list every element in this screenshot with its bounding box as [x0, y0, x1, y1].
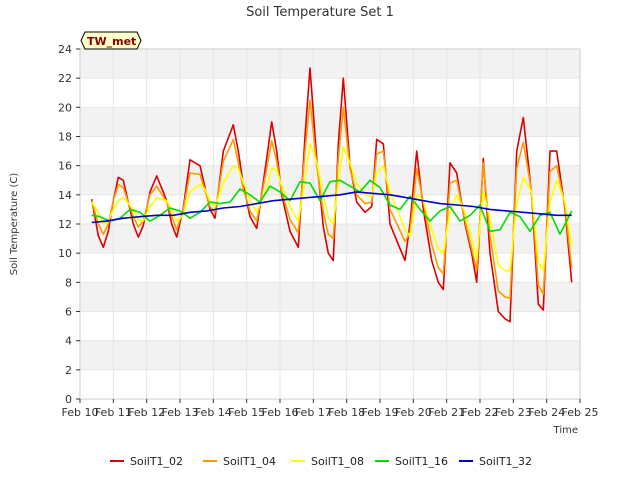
- legend-label-soilt1_04: SoilT1_04: [223, 455, 276, 468]
- legend-label-soilt1_16: SoilT1_16: [395, 455, 448, 468]
- y-tick-label: 6: [65, 306, 72, 319]
- x-tick-label: Feb 24: [528, 406, 565, 419]
- y-tick-label: 12: [58, 218, 72, 231]
- plot-band: [80, 165, 580, 195]
- x-tick-label: Feb 12: [128, 406, 165, 419]
- legend-label-soilt1_02: SoilT1_02: [130, 455, 183, 468]
- x-tick-label: Feb 10: [62, 406, 99, 419]
- legend-label-soilt1_08: SoilT1_08: [311, 455, 364, 468]
- plot-band: [80, 49, 580, 79]
- x-tick-label: Feb 25: [562, 406, 599, 419]
- x-tick-label: Feb 14: [195, 406, 232, 419]
- x-tick-label: Feb 19: [362, 406, 399, 419]
- x-tick-label: Feb 11: [95, 406, 132, 419]
- plot-background-bands: [80, 49, 580, 399]
- x-tick-label: Feb 21: [428, 406, 465, 419]
- x-tick-label: Feb 23: [495, 406, 532, 419]
- y-tick-label: 4: [65, 335, 72, 348]
- x-tick-label: Feb 20: [395, 406, 432, 419]
- badge-label: TW_met: [87, 35, 136, 48]
- plot-band: [80, 340, 580, 370]
- legend: SoilT1_02 SoilT1_04 SoilT1_08 SoilT1_16 Soil…: [110, 455, 532, 468]
- badge-shape: [80, 31, 142, 50]
- y-axis-label: Soil Temperature (C): [9, 173, 20, 276]
- y-tick-label: 20: [58, 101, 72, 114]
- x-tick-label: Feb 13: [162, 406, 199, 419]
- y-tick-label: 2: [65, 364, 72, 377]
- series-line-soilt1_32: [91, 191, 572, 224]
- y-tick-label: 24: [58, 43, 72, 56]
- plot-band: [80, 369, 580, 399]
- x-tick-label: Feb 22: [462, 406, 499, 419]
- plot-band: [80, 311, 580, 341]
- plot-band: [80, 78, 580, 108]
- y-tick-label: 22: [58, 72, 72, 85]
- x-tick-label: Feb 15: [228, 406, 265, 419]
- station-badge: TW_met: [80, 31, 142, 50]
- y-tick-label: 16: [58, 160, 72, 173]
- plot-band: [80, 253, 580, 283]
- y-tick-label: 8: [65, 276, 72, 289]
- series-lines: [90, 67, 573, 323]
- legend-label-soilt1_32: SoilT1_32: [479, 455, 532, 468]
- series-line-soilt1_16: [91, 179, 573, 235]
- chart-title: Soil Temperature Set 1: [246, 5, 394, 20]
- plot-band: [80, 136, 580, 166]
- x-axis-label: Time: [553, 425, 578, 436]
- y-tick-label: 14: [58, 189, 72, 202]
- plot-band: [80, 107, 580, 137]
- x-tick-label: Feb 17: [295, 406, 332, 419]
- plot-band: [80, 224, 580, 254]
- x-tick-label: Feb 18: [328, 406, 365, 419]
- y-tick-label: 0: [65, 393, 72, 406]
- y-tick-label: 18: [58, 131, 72, 144]
- y-tick-label: 10: [58, 247, 72, 260]
- x-tick-label: Feb 16: [262, 406, 299, 419]
